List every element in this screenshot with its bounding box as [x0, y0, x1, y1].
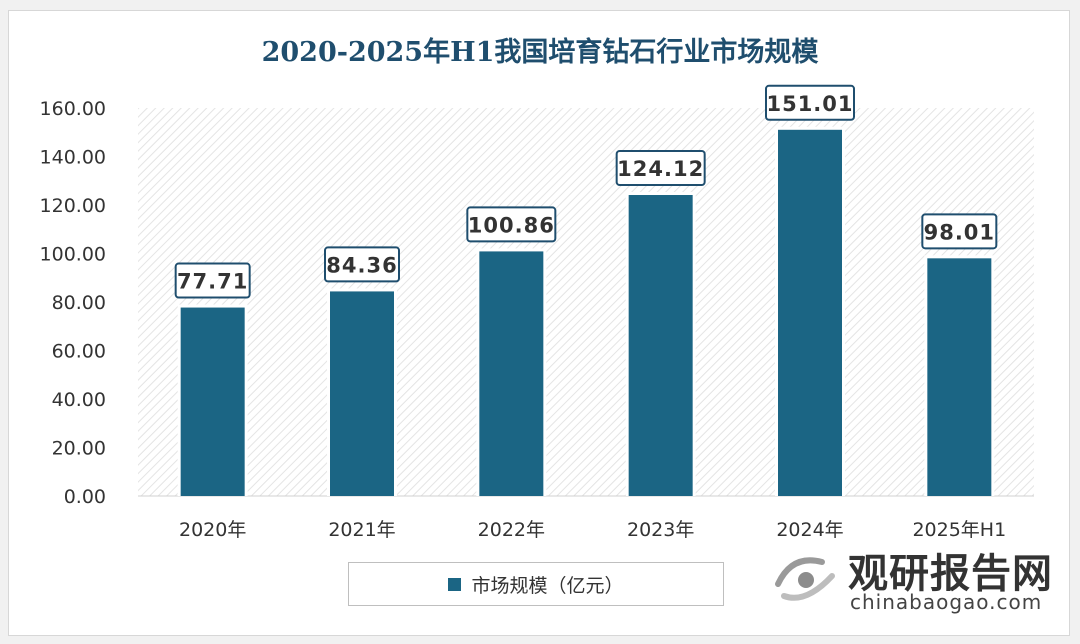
x-tick-label: 2022年: [478, 519, 545, 541]
y-tick-label: 0.00: [64, 486, 106, 508]
y-tick-label: 20.00: [52, 438, 106, 460]
data-label-box: [466, 206, 557, 243]
legend-swatch: [448, 577, 462, 591]
data-label-box: [765, 84, 855, 121]
y-tick-label: 120.00: [40, 195, 106, 217]
data-label-box: [324, 246, 400, 283]
data-label: 77.71: [177, 270, 248, 294]
data-label-box: [921, 213, 998, 250]
data-label: 100.86: [468, 213, 555, 237]
plot-area-background: [138, 108, 1034, 496]
bar: [180, 307, 245, 496]
data-label-box: [615, 150, 706, 187]
data-label: 98.01: [924, 220, 995, 244]
bar: [330, 291, 394, 496]
x-tick-label: 2021年: [328, 519, 395, 541]
legend: 市场规模（亿元）: [348, 562, 724, 606]
bar: [628, 195, 693, 496]
y-tick-label: 40.00: [52, 389, 106, 411]
bar: [778, 129, 842, 496]
x-tick-label: 2023年: [627, 519, 694, 541]
chart-title: 2020-2025年H1我国培育钻石行业市场规模: [261, 37, 819, 68]
data-label-box: [174, 262, 251, 299]
data-label: 151.01: [766, 92, 853, 116]
data-label: 124.12: [617, 157, 704, 181]
watermark-brand-cn: 观研报告网: [848, 551, 1053, 597]
y-tick-label: 100.00: [40, 244, 106, 266]
legend-label: 市场规模（亿元）: [471, 574, 624, 597]
y-tick-label: 140.00: [40, 147, 106, 169]
data-label: 84.36: [326, 253, 397, 277]
x-tick-label: 2025年H1: [912, 519, 1006, 541]
watermark-logo-icon: [775, 557, 835, 601]
bar: [927, 258, 992, 496]
watermark-brand-en: chinabaogao.com: [850, 590, 1043, 614]
y-tick-label: 80.00: [52, 292, 106, 314]
y-tick-label: 160.00: [40, 98, 106, 120]
x-tick-label: 2024年: [776, 519, 843, 541]
bar: [479, 251, 544, 496]
y-tick-label: 60.00: [52, 341, 106, 363]
x-tick-label: 2020年: [179, 519, 246, 541]
